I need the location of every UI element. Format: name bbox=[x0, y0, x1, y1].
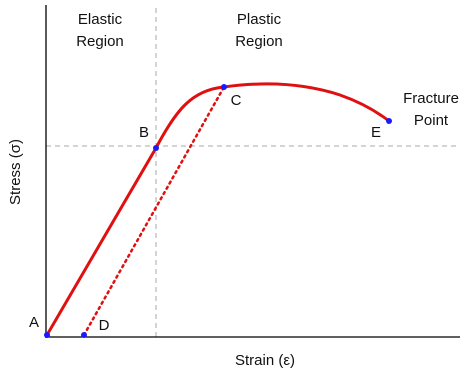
point-d bbox=[81, 332, 87, 338]
x-axis-label: Strain (ε) bbox=[235, 352, 295, 369]
point-label: C bbox=[231, 92, 242, 109]
point-c bbox=[221, 84, 227, 90]
points bbox=[44, 84, 392, 338]
stress-strain-curve bbox=[45, 82, 390, 336]
region-label: Elastic bbox=[78, 11, 123, 28]
annotation: Point bbox=[414, 112, 449, 129]
region-label: Region bbox=[76, 33, 124, 50]
point-label: E bbox=[371, 124, 381, 141]
point-a bbox=[44, 332, 50, 338]
point-label: A bbox=[29, 314, 39, 331]
unloading-line bbox=[82, 85, 226, 337]
region-label: Plastic bbox=[237, 11, 282, 28]
y-axis-label: Stress (σ) bbox=[7, 139, 24, 205]
point-label: D bbox=[99, 317, 110, 334]
point-e bbox=[386, 118, 392, 124]
point-label: B bbox=[139, 124, 149, 141]
region-label: Region bbox=[235, 33, 283, 50]
point-b bbox=[153, 145, 159, 151]
annotation: Fracture bbox=[403, 90, 459, 107]
